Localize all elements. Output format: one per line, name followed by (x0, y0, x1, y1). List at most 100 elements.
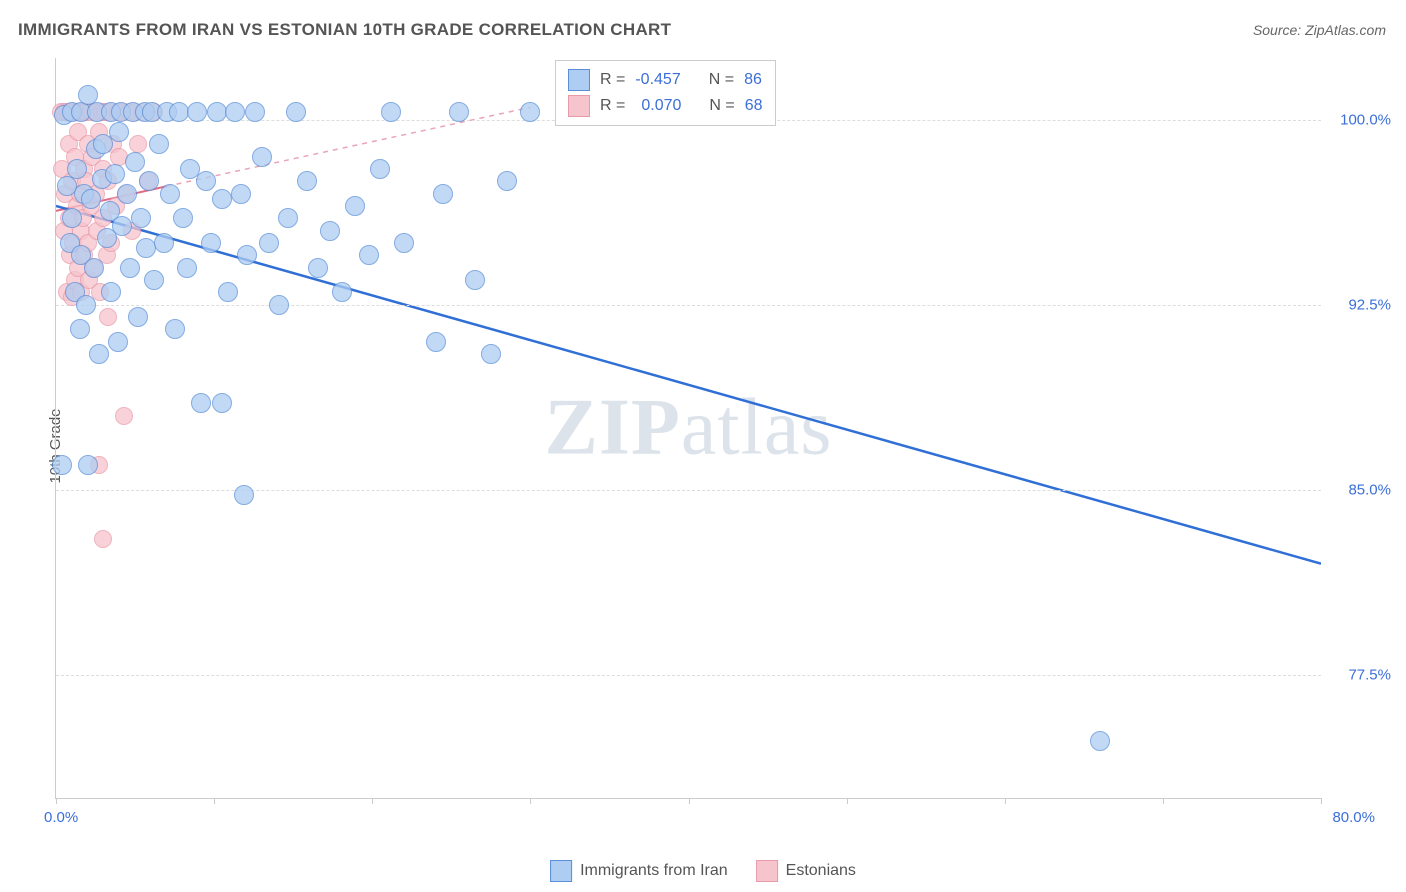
iran-marker (76, 295, 96, 315)
watermark: ZIPatlas (545, 383, 833, 474)
iran-marker (234, 485, 254, 505)
iran-marker (154, 233, 174, 253)
legend-label: Estonians (786, 862, 856, 880)
iran-marker (381, 102, 401, 122)
iran-marker (252, 147, 272, 167)
x-tick (847, 798, 848, 804)
iran-marker (160, 184, 180, 204)
iran-marker (245, 102, 265, 122)
iran-marker (165, 319, 185, 339)
legend-item-est: Estonians (756, 860, 856, 882)
swatch-estonians (756, 860, 778, 882)
swatch-iran (550, 860, 572, 882)
iran-marker (196, 171, 216, 191)
iran-marker (201, 233, 221, 253)
legend-item-iran: Immigrants from Iran (550, 860, 728, 882)
iran-marker (78, 455, 98, 475)
iran-marker (128, 307, 148, 327)
iran-marker (81, 189, 101, 209)
iran-marker (125, 152, 145, 172)
estonians-marker (115, 407, 133, 425)
iran-marker (62, 208, 82, 228)
swatch-iran (568, 69, 590, 91)
r-label: R = (600, 97, 625, 115)
r-value-est: 0.070 (635, 97, 681, 115)
r-label: R = (600, 71, 625, 89)
iran-marker (139, 171, 159, 191)
x-tick (1005, 798, 1006, 804)
y-tick-label: 100.0% (1331, 111, 1391, 128)
iran-marker (394, 233, 414, 253)
n-label: N = (709, 97, 734, 115)
iran-marker (465, 270, 485, 290)
iran-marker (89, 344, 109, 364)
n-value-est: 68 (745, 97, 763, 115)
iran-marker (105, 164, 125, 184)
x-end-label: 80.0% (1332, 809, 1375, 826)
iran-marker (345, 196, 365, 216)
iran-marker (433, 184, 453, 204)
iran-marker (269, 295, 289, 315)
iran-marker (101, 282, 121, 302)
stats-row-iran: R = -0.457 N = 86 (568, 67, 763, 93)
iran-marker (237, 245, 257, 265)
iran-marker (225, 102, 245, 122)
gridline (56, 675, 1321, 676)
iran-marker (212, 393, 232, 413)
iran-marker (449, 102, 469, 122)
y-tick-label: 85.0% (1331, 481, 1391, 498)
x-tick (214, 798, 215, 804)
x-tick (372, 798, 373, 804)
n-value-iran: 86 (744, 71, 762, 89)
legend-label: Immigrants from Iran (580, 862, 728, 880)
iran-marker (84, 258, 104, 278)
plot-area: ZIPatlas 77.5%85.0%92.5%100.0%0.0%80.0% (55, 58, 1321, 799)
iran-marker (278, 208, 298, 228)
iran-marker (520, 102, 540, 122)
iran-marker (286, 102, 306, 122)
iran-marker (112, 216, 132, 236)
stats-legend: R = -0.457 N = 86 R = 0.070 N = 68 (555, 60, 776, 126)
iran-marker (131, 208, 151, 228)
gridline (56, 305, 1321, 306)
iran-marker (70, 319, 90, 339)
iran-marker (308, 258, 328, 278)
swatch-estonians (568, 95, 590, 117)
y-tick-label: 77.5% (1331, 666, 1391, 683)
x-tick (1321, 798, 1322, 804)
iran-marker (120, 258, 140, 278)
estonians-marker (129, 135, 147, 153)
iran-marker (191, 393, 211, 413)
r-value-iran: -0.457 (635, 71, 680, 89)
y-tick-label: 92.5% (1331, 296, 1391, 313)
iran-marker (231, 184, 251, 204)
trend-lines (56, 58, 1321, 798)
iran-marker (218, 282, 238, 302)
iran-marker (177, 258, 197, 278)
iran-marker (370, 159, 390, 179)
iran-marker (149, 134, 169, 154)
iran-marker (187, 102, 207, 122)
iran-marker (426, 332, 446, 352)
iran-marker (109, 122, 129, 142)
x-tick (56, 798, 57, 804)
estonians-marker (94, 530, 112, 548)
iran-marker (117, 184, 137, 204)
iran-marker (52, 455, 72, 475)
stats-row-est: R = 0.070 N = 68 (568, 93, 763, 119)
iran-marker (259, 233, 279, 253)
bottom-legend: Immigrants from Iran Estonians (550, 860, 856, 882)
x-tick (689, 798, 690, 804)
estonians-marker (99, 308, 117, 326)
n-label: N = (709, 71, 734, 89)
iran-marker (320, 221, 340, 241)
x-tick (530, 798, 531, 804)
iran-marker (497, 171, 517, 191)
iran-marker (173, 208, 193, 228)
chart-title: IMMIGRANTS FROM IRAN VS ESTONIAN 10TH GR… (18, 20, 671, 40)
iran-marker (332, 282, 352, 302)
iran-marker (481, 344, 501, 364)
iran-marker (144, 270, 164, 290)
iran-marker (359, 245, 379, 265)
x-start-label: 0.0% (44, 809, 78, 826)
